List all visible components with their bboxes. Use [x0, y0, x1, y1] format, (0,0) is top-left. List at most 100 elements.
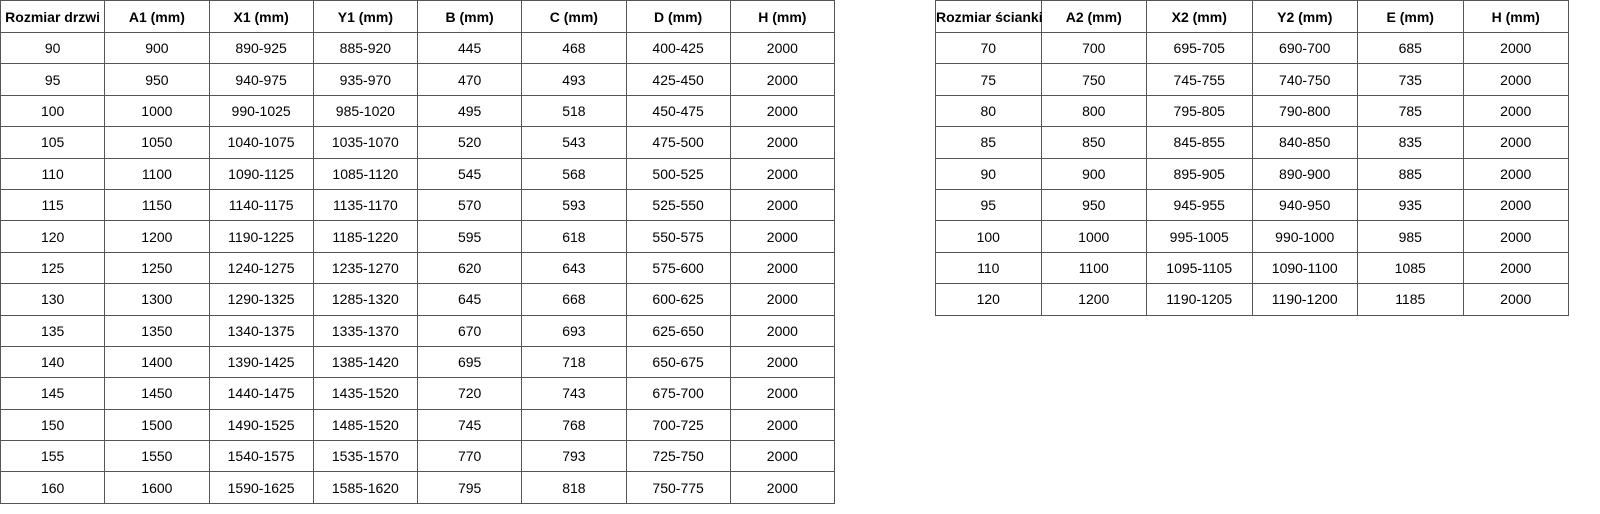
table-cell: 620: [416, 251, 523, 285]
table-cell: 668: [521, 283, 627, 316]
table-cell: 690-700: [1251, 31, 1358, 65]
table-cell: 593: [521, 188, 627, 222]
table-cell: 568: [521, 157, 627, 190]
table-row: 145 1450 1440-1475 1435-1520 720 743 675-700 20…: [0, 377, 836, 410]
table-cell: 525-550: [625, 188, 731, 222]
column-header: D (mm): [625, 0, 731, 33]
table-cell: 1240-1275: [208, 251, 314, 285]
table-cell: 618: [521, 220, 627, 253]
table-cell: 1340-1375: [208, 314, 314, 347]
table-cell: 500-525: [625, 157, 731, 190]
table-cell: 743: [521, 377, 627, 410]
table-cell: 150: [0, 408, 106, 442]
table-cell: 1135-1170: [312, 188, 419, 222]
table-cell: 795: [416, 471, 523, 504]
table-cell: 725-750: [625, 440, 731, 473]
table-cell: 793: [521, 440, 627, 473]
table-cell: 995-1005: [1146, 220, 1253, 253]
table-cell: 645: [416, 283, 523, 316]
table-cell: 545: [416, 157, 523, 190]
column-header: X1 (mm): [208, 0, 314, 33]
table-cell: 693: [521, 314, 627, 347]
table-cell: 445: [416, 31, 523, 65]
table-cell: 1100: [104, 157, 210, 190]
table-cell: 2000: [729, 63, 836, 96]
table-cell: 1095-1105: [1146, 251, 1253, 285]
table-cell: 2000: [729, 471, 836, 504]
table-cell: 1385-1420: [312, 345, 419, 379]
door-dimensions-table: Rozmiar drzwi A1 (mm) X1 (mm) Y1 (mm) B (mm)…: [0, 0, 836, 504]
table-cell: 1285-1320: [312, 283, 419, 316]
table-row: 150 1500 1490-1525 1485-1520 745 768 700-725 20…: [0, 408, 836, 442]
table-cell: 1390-1425: [208, 345, 314, 379]
table-cell: 818: [521, 471, 627, 504]
table-cell: 695: [416, 345, 523, 379]
column-header: H (mm): [729, 0, 836, 33]
table-cell: 400-425: [625, 31, 731, 65]
table-row: 135 1350 1340-1375 1335-1370 670 693 625-650 20…: [0, 314, 836, 347]
column-header: Y2 (mm): [1251, 0, 1358, 33]
table-cell: 2000: [729, 314, 836, 347]
column-header: Rozmiar ścianki: [935, 0, 1043, 33]
table-cell: 890-900: [1251, 157, 1358, 190]
table-cell: 740-750: [1251, 63, 1358, 96]
table-cell: 2000: [1462, 283, 1569, 316]
table-cell: 1200: [104, 220, 210, 253]
table-cell: 745-755: [1146, 63, 1253, 96]
table-cell: 2000: [1462, 94, 1569, 128]
table-cell: 1085-1120: [312, 157, 419, 190]
table-row: 95 950 940-975 935-970 470 493 425-450 2000: [0, 63, 836, 96]
table-cell: 2000: [1462, 31, 1569, 65]
table-cell: 2000: [1462, 220, 1569, 253]
column-header: Y1 (mm): [312, 0, 419, 33]
table-cell: 75: [935, 63, 1042, 96]
table-row: 95 950 945-955 940-950 935 2000: [935, 188, 1569, 222]
table-cell: 1540-1575: [208, 440, 314, 473]
table-row: 90 900 895-905 890-900 885 2000: [935, 157, 1569, 190]
table-cell: 2000: [1462, 157, 1569, 190]
table-cell: 115: [0, 188, 106, 222]
table-cell: 90: [935, 157, 1042, 190]
table-cell: 130: [0, 283, 106, 316]
table-cell: 1200: [1040, 283, 1147, 316]
column-header: A2 (mm): [1040, 0, 1147, 33]
table-cell: 100: [0, 94, 106, 128]
table-cell: 1100: [1040, 251, 1147, 285]
table-cell: 2000: [1462, 251, 1569, 285]
table-cell: 650-675: [625, 345, 731, 379]
table-cell: 1085: [1357, 251, 1464, 285]
table-row: 75 750 745-755 740-750 735 2000: [935, 63, 1569, 96]
table-cell: 125: [0, 251, 106, 285]
table-row: 115 1150 1140-1175 1135-1170 570 593 525-550 20…: [0, 188, 836, 222]
table-cell: 770: [416, 440, 523, 473]
table-row: 80 800 795-805 790-800 785 2000: [935, 94, 1569, 128]
table-cell: 1190-1200: [1251, 283, 1358, 316]
table-row: 105 1050 1040-1075 1035-1070 520 543 475-500 20…: [0, 126, 836, 159]
table-cell: 450-475: [625, 94, 731, 128]
table-cell: 785: [1357, 94, 1464, 128]
table-cell: 160: [0, 471, 106, 504]
header-row: Rozmiar drzwi A1 (mm) X1 (mm) Y1 (mm) B (mm)…: [0, 0, 836, 33]
table-cell: 520: [416, 126, 523, 159]
table-cell: 2000: [729, 408, 836, 442]
table-cell: 468: [521, 31, 627, 65]
table-cell: 900: [1040, 157, 1147, 190]
table-cell: 1490-1525: [208, 408, 314, 442]
table-row: 140 1400 1390-1425 1385-1420 695 718 650-675 20…: [0, 345, 836, 379]
table-cell: 985-1020: [312, 94, 419, 128]
table-cell: 1440-1475: [208, 377, 314, 410]
table-cell: 1590-1625: [208, 471, 314, 504]
table-cell: 800: [1040, 94, 1147, 128]
table-cell: 1450: [104, 377, 210, 410]
table-cell: 1500: [104, 408, 210, 442]
table-cell: 700: [1040, 31, 1147, 65]
table-cell: 2000: [729, 220, 836, 253]
table-cell: 120: [935, 283, 1042, 316]
table-cell: 990-1000: [1251, 220, 1358, 253]
table-cell: 795-805: [1146, 94, 1253, 128]
column-header: Rozmiar drzwi: [0, 0, 106, 33]
table-row: 160 1600 1590-1625 1585-1620 795 818 750-775 20…: [0, 471, 836, 504]
column-header: X2 (mm): [1146, 0, 1253, 33]
table-cell: 735: [1357, 63, 1464, 96]
table-cell: 1235-1270: [312, 251, 419, 285]
